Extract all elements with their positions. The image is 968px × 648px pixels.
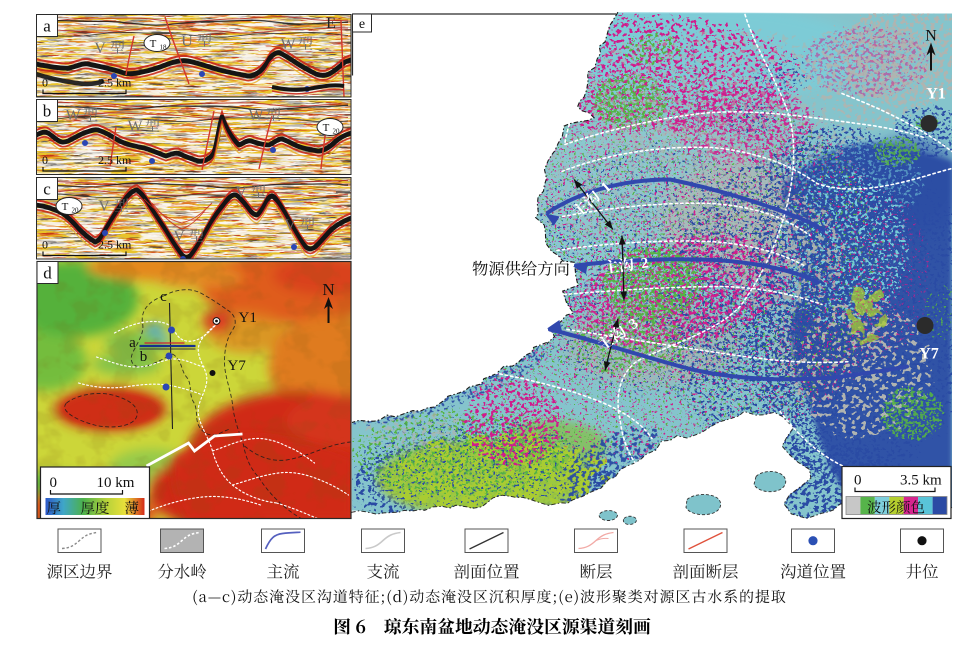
svg-text:0: 0 bbox=[42, 238, 48, 252]
svg-text:20: 20 bbox=[333, 128, 341, 136]
svg-text:Y7: Y7 bbox=[228, 358, 247, 374]
svg-text:0: 0 bbox=[854, 473, 862, 489]
svg-text:0: 0 bbox=[42, 76, 48, 90]
svg-text:T: T bbox=[62, 201, 69, 213]
svg-text:V: V bbox=[94, 40, 106, 57]
svg-text:18: 18 bbox=[160, 44, 168, 52]
svg-text:W: W bbox=[280, 36, 296, 53]
svg-text:E: E bbox=[326, 15, 336, 32]
svg-text:2.5 km: 2.5 km bbox=[98, 76, 132, 90]
svg-text:b: b bbox=[43, 102, 52, 121]
svg-text:c: c bbox=[43, 180, 51, 199]
svg-text:W: W bbox=[248, 107, 264, 124]
svg-text:W: W bbox=[127, 118, 143, 135]
svg-text:a: a bbox=[43, 17, 51, 36]
svg-text:V: V bbox=[98, 198, 110, 215]
svg-text:V: V bbox=[173, 228, 185, 245]
svg-text:Y1: Y1 bbox=[926, 86, 946, 103]
svg-text:T: T bbox=[150, 38, 157, 50]
svg-text:Y7: Y7 bbox=[919, 346, 939, 363]
svg-text:V: V bbox=[235, 184, 247, 201]
svg-text:10 km: 10 km bbox=[97, 475, 135, 491]
svg-text:T: T bbox=[323, 122, 330, 134]
svg-text:c: c bbox=[160, 289, 167, 305]
svg-text:0: 0 bbox=[50, 475, 58, 491]
svg-text:N: N bbox=[925, 28, 937, 45]
svg-text:W: W bbox=[65, 107, 81, 124]
svg-text:V: V bbox=[284, 217, 296, 234]
svg-text:e: e bbox=[359, 17, 365, 32]
svg-text:2.5 km: 2.5 km bbox=[98, 153, 132, 167]
svg-text:3.5 km: 3.5 km bbox=[900, 473, 942, 489]
svg-text:Y1: Y1 bbox=[239, 310, 257, 326]
svg-text:a: a bbox=[129, 335, 136, 351]
svg-text:b: b bbox=[140, 349, 148, 365]
svg-text:U: U bbox=[181, 33, 193, 50]
svg-text:2.5 km: 2.5 km bbox=[98, 238, 132, 252]
svg-text:2: 2 bbox=[640, 255, 650, 272]
svg-text:d: d bbox=[43, 264, 52, 283]
svg-text:20: 20 bbox=[72, 207, 80, 215]
svg-text:0: 0 bbox=[42, 153, 48, 167]
svg-text:N: N bbox=[322, 280, 334, 299]
